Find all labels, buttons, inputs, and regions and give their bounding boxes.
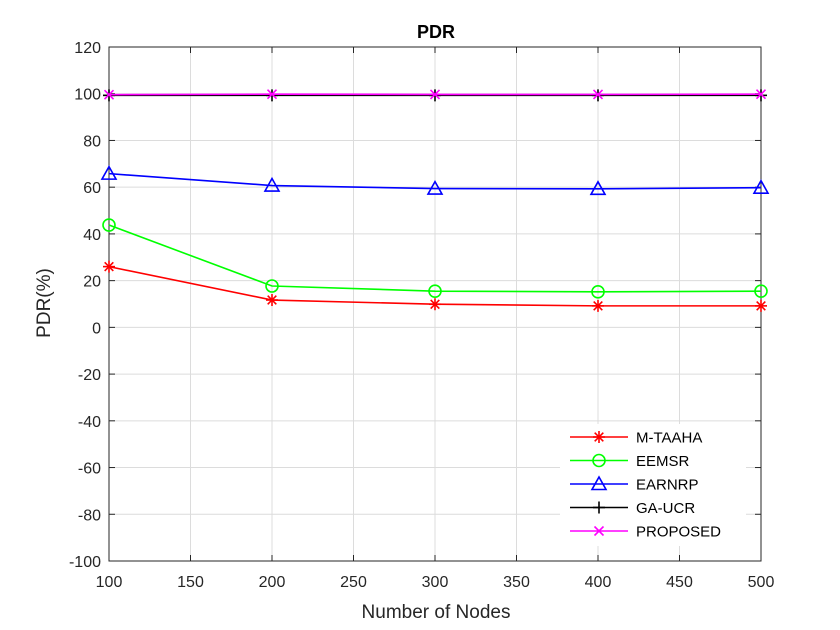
data-point: [755, 299, 767, 312]
data-point: [593, 501, 605, 514]
data-point: [429, 298, 441, 311]
legend-entry: M-TAAHA: [570, 430, 702, 447]
data-point: [428, 284, 442, 298]
series-proposed: [103, 89, 767, 100]
y-tick-label: 100: [74, 87, 101, 104]
legend-entry: GA-UCR: [570, 500, 695, 517]
x-axis-label: Number of Nodes: [362, 602, 511, 623]
data-point: [266, 89, 278, 102]
data-point: [593, 431, 605, 443]
data-point: [103, 89, 115, 100]
y-tick-label: -20: [78, 367, 101, 384]
series-line: [108, 172, 762, 190]
data-point: [589, 180, 607, 196]
series-earnrp: [100, 164, 770, 196]
data-point: [266, 294, 278, 307]
y-axis-label: PDR(%): [34, 268, 55, 338]
data-point: [263, 176, 281, 192]
data-point: [266, 89, 278, 100]
legend-label: M-TAAHA: [636, 430, 702, 447]
data-point: [592, 299, 604, 312]
y-tick-label: 120: [74, 40, 101, 57]
x-tick-label: 300: [422, 574, 449, 591]
x-tick-label: 250: [340, 574, 367, 591]
legend-label: GA-UCR: [636, 500, 695, 517]
legend-label: PROPOSED: [636, 524, 721, 541]
legend-label: EARNRP: [636, 477, 699, 494]
series-eemsr: [102, 218, 768, 299]
y-tick-label: 40: [83, 227, 101, 244]
x-tick-label: 200: [259, 574, 286, 591]
y-tick-label: -80: [78, 507, 101, 524]
data-point: [100, 164, 118, 180]
x-tick-label: 500: [748, 574, 775, 591]
series-m-taaha: [103, 260, 767, 312]
chart-title: PDR: [417, 22, 455, 42]
x-tick-label: 450: [666, 574, 693, 591]
data-point: [265, 279, 279, 293]
series: [100, 89, 770, 312]
y-tick-label: -60: [78, 461, 101, 478]
y-tick-label: -100: [69, 554, 101, 571]
legend-entry: EEMSR: [570, 453, 690, 470]
legend-label: EEMSR: [636, 453, 690, 470]
x-tick-label: 150: [177, 574, 204, 591]
x-tick-label: 400: [585, 574, 612, 591]
x-tick-label: 100: [96, 574, 123, 591]
data-point: [102, 218, 116, 232]
y-tick-label: 20: [83, 274, 101, 291]
y-tick-label: 60: [83, 180, 101, 197]
data-point: [754, 284, 768, 298]
data-point: [426, 179, 444, 195]
data-point: [752, 179, 770, 194]
data-point: [593, 525, 605, 537]
legend-entry: PROPOSED: [570, 524, 721, 541]
y-tick-label: 0: [92, 320, 101, 337]
data-point: [591, 285, 605, 299]
data-point: [592, 453, 606, 468]
data-point: [590, 475, 608, 491]
data-point: [592, 89, 604, 100]
data-point: [755, 89, 767, 100]
y-tick-label: 80: [83, 133, 101, 150]
legend: M-TAAHA EEMSR EARNRP GA-UCR PROPOSED: [560, 424, 746, 546]
legend-entry: EARNRP: [570, 475, 699, 494]
y-tick-label: -40: [78, 414, 101, 431]
x-tick-label: 350: [503, 574, 530, 591]
series-line: [108, 224, 762, 293]
data-point: [103, 260, 115, 273]
data-point: [755, 89, 767, 102]
data-point: [429, 89, 441, 100]
legend-box: [560, 424, 746, 546]
